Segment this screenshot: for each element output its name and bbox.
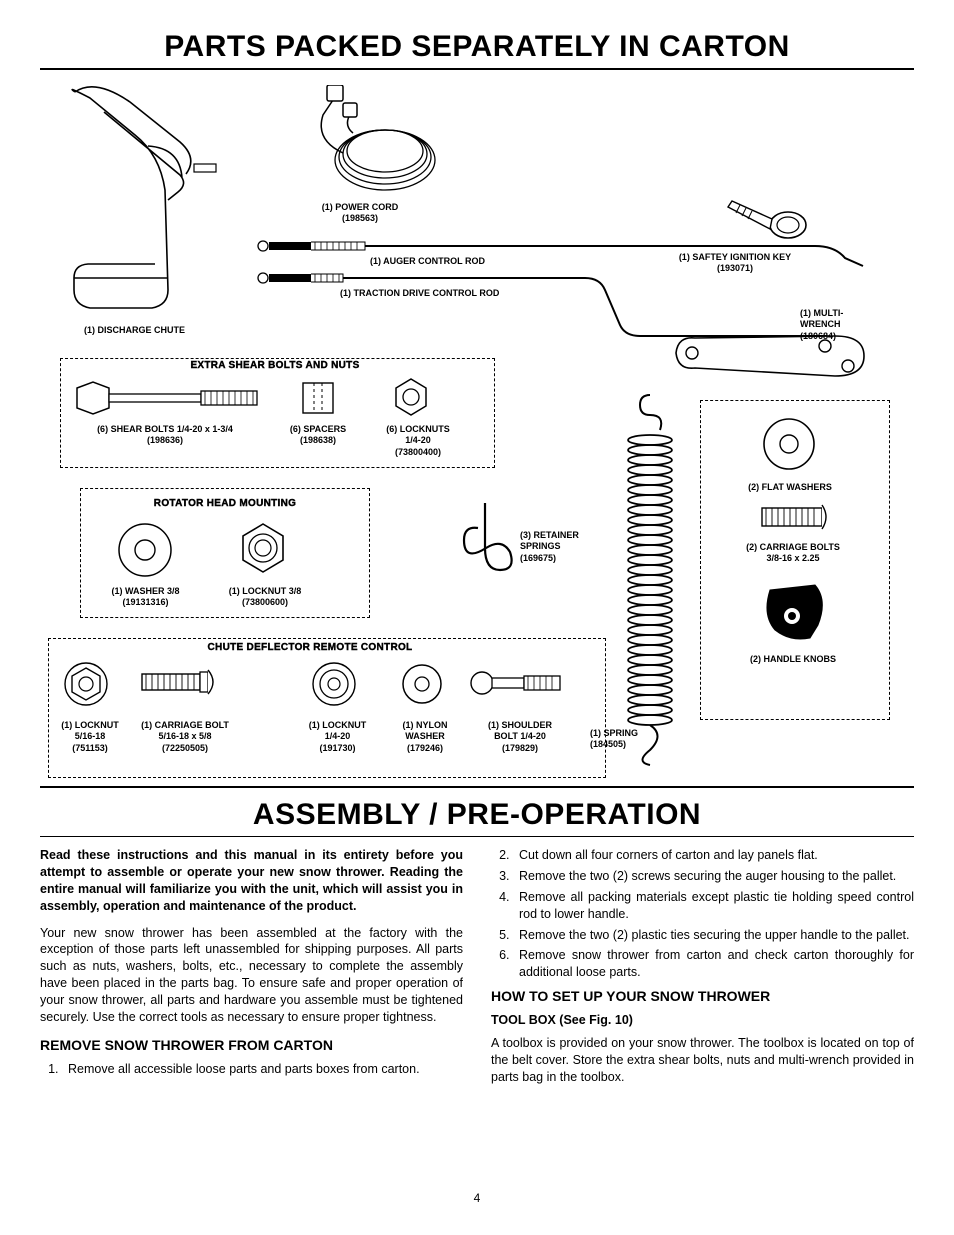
toolbox-para: A toolbox is provided on your snow throw…	[491, 1035, 914, 1086]
list-item: Remove all packing materials except plas…	[513, 889, 914, 923]
discharge-chute-drawing	[60, 80, 240, 340]
label-multi-wrench: (1) MULTI- WRENCH (180684)	[800, 308, 890, 342]
label-shear-bolts: (6) SHEAR BOLTS 1/4-20 x 1-3/4 (198636)	[70, 424, 260, 447]
rule-top	[40, 68, 914, 70]
shear-bolt-drawing	[75, 380, 265, 416]
label-flat-washers: (2) FLAT WASHERS	[730, 482, 850, 493]
page-title-1: PARTS PACKED SEPARATELY IN CARTON	[40, 30, 914, 64]
remove-heading: REMOVE SNOW THROWER FROM CARTON	[40, 1036, 463, 1055]
safety-key-drawing	[720, 195, 810, 250]
label-spacers: (6) SPACERS (198638)	[278, 424, 358, 447]
page-number: 4	[0, 1191, 954, 1205]
label-carriage-bolts: (2) CARRIAGE BOLTS 3/8-16 x 2.25	[728, 542, 858, 565]
list-item: Remove the two (2) plastic ties securing…	[513, 927, 914, 944]
column-left: Read these instructions and this manual …	[40, 847, 463, 1086]
text-columns: Read these instructions and this manual …	[40, 847, 914, 1086]
label-auger-rod: (1) AUGER CONTROL ROD	[370, 256, 550, 267]
remove-list-a: Remove all accessible loose parts and pa…	[40, 1061, 463, 1078]
toolbox-heading: TOOL BOX (See Fig. 10)	[491, 1012, 914, 1029]
rule-mid2	[40, 836, 914, 837]
carriage-bolt-drawing	[760, 502, 830, 536]
list-item: Cut down all four corners of carton and …	[513, 847, 914, 864]
intro-para: Your new snow thrower has been assembled…	[40, 925, 463, 1026]
washer38-drawing	[115, 520, 175, 580]
list-item: Remove snow thrower from carton and chec…	[513, 947, 914, 981]
locknut38-drawing	[235, 520, 291, 576]
locknut14-drawing	[390, 376, 432, 418]
label-locknut516: (1) LOCKNUT 5/16-18 (751153)	[50, 720, 130, 754]
carriage-bolt516-drawing	[140, 668, 220, 700]
label-discharge-chute: (1) DISCHARGE CHUTE	[84, 325, 214, 336]
list-item: Remove all accessible loose parts and pa…	[62, 1061, 463, 1078]
label-safety-key: (1) SAFTEY IGNITION KEY (193071)	[645, 252, 825, 275]
rule-mid	[40, 786, 914, 788]
nylon-washer-drawing	[400, 662, 444, 706]
spring-drawing	[620, 390, 680, 770]
label-carriage-bolt516: (1) CARRIAGE BOLT 5/16-18 x 5/8 (7225050…	[130, 720, 240, 754]
spacer-drawing	[298, 378, 338, 418]
label-handle-knobs: (2) HANDLE KNOBS	[728, 654, 858, 665]
column-right: Cut down all four corners of carton and …	[491, 847, 914, 1086]
power-cord-drawing	[295, 85, 455, 200]
label-locknut38: (1) LOCKNUT 3/8 (73800600)	[215, 586, 315, 609]
page-title-2: ASSEMBLY / PRE-OPERATION	[40, 798, 914, 832]
retainer-spring-drawing	[450, 498, 520, 588]
label-locknuts14: (6) LOCKNUTS 1/4-20 (73800400)	[368, 424, 468, 458]
remove-list-b: Cut down all four corners of carton and …	[491, 847, 914, 981]
section-shear: EXTRA SHEAR BOLTS AND NUTS	[150, 360, 400, 371]
locknut14b-drawing	[310, 660, 358, 708]
list-item: Remove the two (2) screws securing the a…	[513, 868, 914, 885]
setup-heading: HOW TO SET UP YOUR SNOW THROWER	[491, 987, 914, 1006]
handle-knob-drawing	[760, 580, 830, 645]
flat-washer-drawing	[760, 415, 818, 473]
section-rotator: ROTATOR HEAD MOUNTING	[120, 498, 330, 509]
label-retainer: (3) RETAINER SPRINGS (169675)	[520, 530, 615, 564]
intro-bold: Read these instructions and this manual …	[40, 847, 463, 915]
parts-diagram: (1) DISCHARGE CHUTE (1) POWER CORD (1985…	[40, 80, 914, 780]
section-chute: CHUTE DEFLECTOR REMOTE CONTROL	[170, 642, 450, 653]
label-nylon-washer: (1) NYLON WASHER (179246)	[385, 720, 465, 754]
label-locknut14b: (1) LOCKNUT 1/4-20 (191730)	[295, 720, 380, 754]
label-power-cord: (1) POWER CORD (198563)	[300, 202, 420, 225]
shoulder-bolt-drawing	[470, 668, 570, 700]
label-washer38: (1) WASHER 3/8 (19131316)	[98, 586, 193, 609]
chute-group-box	[48, 638, 606, 778]
locknut516-drawing	[62, 660, 110, 708]
label-shoulder-bolt: (1) SHOULDER BOLT 1/4-20 (179829)	[470, 720, 570, 754]
label-traction-rod: (1) TRACTION DRIVE CONTROL ROD	[340, 288, 560, 299]
